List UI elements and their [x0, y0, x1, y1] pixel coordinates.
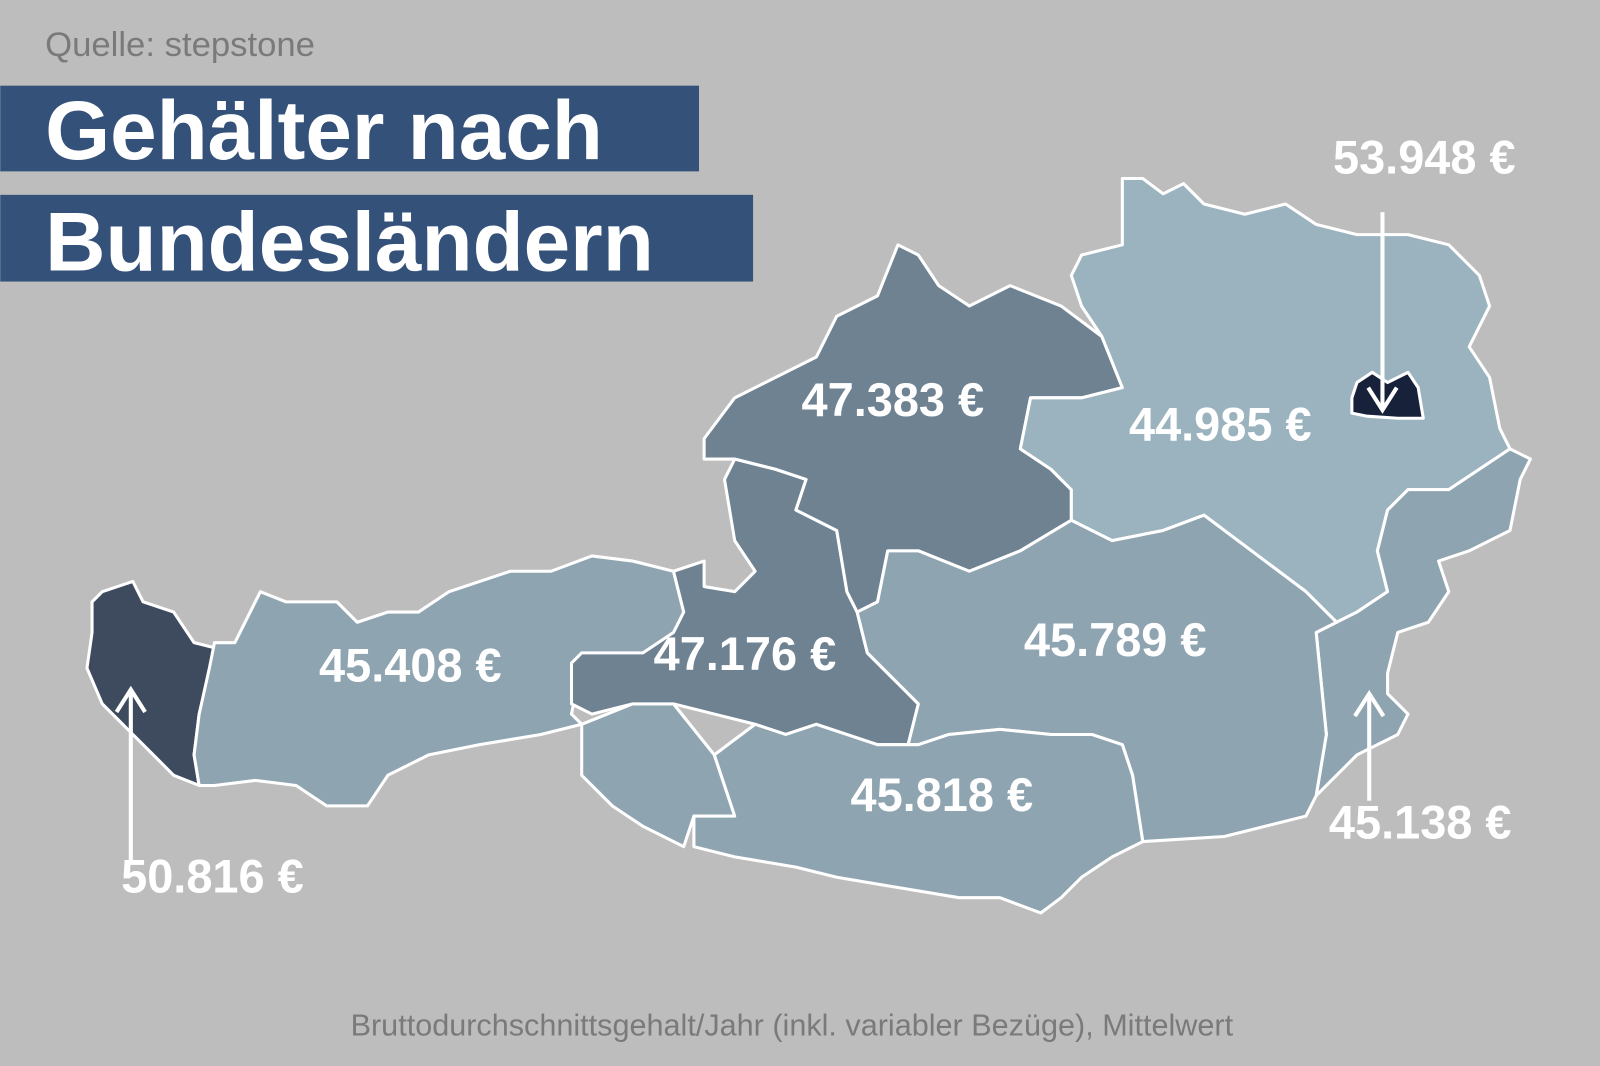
region-label: 50.816 € [121, 851, 304, 903]
region [692, 722, 1145, 915]
region-label: 47.383 € [802, 374, 985, 426]
region-label: 45.818 € [850, 769, 1033, 821]
labels: 50.816 € 45.408 € 47.176 € 47.383 € 44.985 €… [114, 131, 1516, 903]
region [1350, 370, 1425, 420]
title-line: Gehälter nach [45, 83, 603, 177]
title-line: Bundesländern [45, 194, 654, 288]
arrow-head [1353, 689, 1386, 718]
arrow-head [114, 685, 147, 714]
region-label: 45.789 € [1024, 614, 1207, 666]
region-label: 44.985 € [1129, 399, 1312, 451]
footnote: Bruttodurchschnittsgehalt/Jahr (inkl. va… [351, 1008, 1234, 1042]
arrow-head [1366, 386, 1399, 414]
region-label: 47.176 € [654, 628, 837, 680]
title-box [0, 194, 754, 282]
region-label: 45.408 € [319, 639, 502, 691]
title-box [0, 85, 700, 172]
regions [85, 176, 1532, 915]
source: Quelle: stepstone [45, 26, 315, 64]
region-label: 53.948 € [1333, 131, 1516, 183]
region-label: 45.138 € [1329, 797, 1512, 849]
